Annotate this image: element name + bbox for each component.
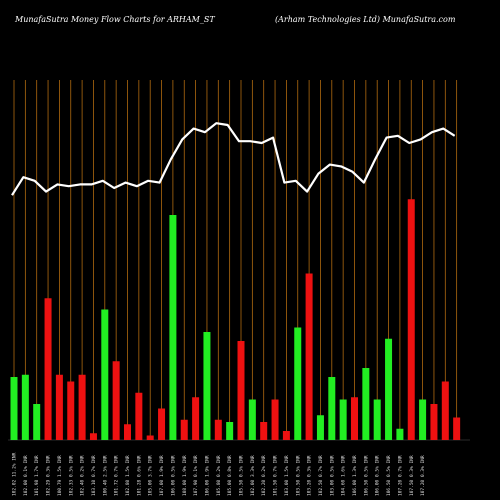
x-tick-label: 107.50 0.3% INR [409, 455, 415, 496]
x-tick-label: 106.00 0.5% INR [170, 455, 176, 496]
x-tick-label: 107.20 0.7% INR [397, 455, 403, 496]
volume-bar [453, 417, 461, 440]
volume-bar [351, 397, 358, 440]
volume-bar [294, 327, 302, 440]
volume-bar [33, 404, 41, 440]
x-tick-label: 105.00 3.7% INR [148, 455, 154, 496]
x-tick-label: 106.00 0.5% INR [375, 455, 381, 496]
volume-bar [180, 419, 188, 440]
volume-bar [89, 433, 97, 440]
x-tick-label: 101.72 0.7% INR [114, 455, 120, 496]
x-tick-label: 108.00 1.9% INR [182, 455, 188, 496]
x-tick-label: 103.50 0.5% INR [295, 455, 301, 496]
x-tick-label: 104.60 1.6% INR [341, 455, 347, 496]
chart-title-left: MunafaSutra Money Flow Charts for ARHAM_… [14, 15, 215, 24]
volume-bar [396, 428, 404, 440]
volume-bar [44, 298, 52, 440]
x-tick-label: 102.50 0.7% INR [318, 455, 324, 496]
x-tick-label: 105.50 0.5% INR [239, 455, 245, 496]
x-tick-label: 101.28 0.6% INR [136, 455, 142, 496]
volume-bar [362, 368, 370, 440]
x-tick-label: 100.79 1.5% INR [57, 455, 63, 496]
volume-bar [373, 399, 381, 440]
volume-bar [430, 404, 438, 440]
x-tick-label: 106.50 0.5% INR [363, 455, 369, 496]
volume-bar [192, 397, 200, 440]
x-tick-label: 106.00 1.3% INR [352, 455, 358, 496]
volume-bar [226, 422, 234, 440]
volume-bar [237, 341, 245, 440]
volume-bar [282, 431, 290, 440]
x-tick-label: 103.20 0.3% INR [307, 455, 313, 496]
x-tick-labels: 102.02 11.2% INR 102.00 0.1% INR 101.98 1.… [12, 452, 427, 496]
x-tick-label: 105.00 0.8% INR [227, 455, 233, 496]
x-tick-label: 102.02 11.2% INR [12, 452, 18, 496]
x-tick-label: 107.00 1.9% INR [159, 455, 165, 496]
x-tick-label: 101.98 1.7% INR [34, 455, 40, 496]
chart-title-right: (Arham Technologies Ltd) MunafaSutra.com [275, 15, 456, 24]
volume-bar [10, 377, 18, 440]
volume-bar [316, 415, 324, 440]
volume-bar [260, 422, 268, 440]
volume-bar [158, 408, 166, 440]
x-tick-label: 106.00 1.9% INR [204, 455, 210, 496]
volume-bar [67, 381, 75, 440]
x-tick-label: 102.00 3.3% INR [250, 455, 256, 496]
volume-bar [169, 215, 177, 440]
volume-bar [328, 377, 336, 440]
volume-bar [21, 374, 29, 440]
volume-bar [124, 424, 131, 440]
volume-bar [271, 399, 279, 440]
x-tick-label: 102.40 0.2% INR [80, 455, 86, 496]
volume-bar [135, 392, 143, 440]
volume-bar [146, 435, 154, 440]
volume-bar [339, 399, 347, 440]
volume-bar [203, 332, 211, 440]
volume-bar [441, 381, 449, 440]
x-tick-label: 102.00 0.1% INR [23, 455, 29, 496]
x-tick-label: 103.10 0.7% INR [91, 455, 97, 496]
volume-bar [248, 399, 256, 440]
x-tick-label: 102.20 0.2% INR [261, 455, 267, 496]
x-tick-label: 107.20 0.3% INR [420, 455, 426, 496]
x-tick-label: 105.80 0.2% INR [216, 455, 222, 496]
volume-bar [419, 399, 427, 440]
price-line [11, 122, 456, 196]
x-tick-label: 103.00 1.5% INR [284, 455, 290, 496]
x-tick-label: 106.50 0.5% INR [386, 455, 392, 496]
x-tick-label: 103.00 0.5% INR [329, 455, 335, 496]
volume-bar [78, 374, 86, 440]
volume-bar [407, 199, 415, 440]
x-tick-label: 100.40 2.5% INR [102, 455, 108, 496]
volume-bars [10, 199, 461, 440]
x-tick-label: 102.80 1.5% INR [125, 455, 131, 496]
volume-bar [101, 309, 109, 440]
volume-bar [214, 419, 222, 440]
x-tick-label: 102.29 0.3% INR [46, 455, 52, 496]
x-tick-label: 107.90 0.1% INR [193, 455, 199, 496]
volume-bar [305, 273, 313, 440]
volume-bar [385, 338, 393, 440]
x-tick-label: 102.33 0.5% INR [68, 455, 74, 496]
x-tick-label: 101.50 0.7% INR [273, 455, 279, 496]
volume-bar [112, 361, 120, 440]
volume-bar [55, 374, 63, 440]
